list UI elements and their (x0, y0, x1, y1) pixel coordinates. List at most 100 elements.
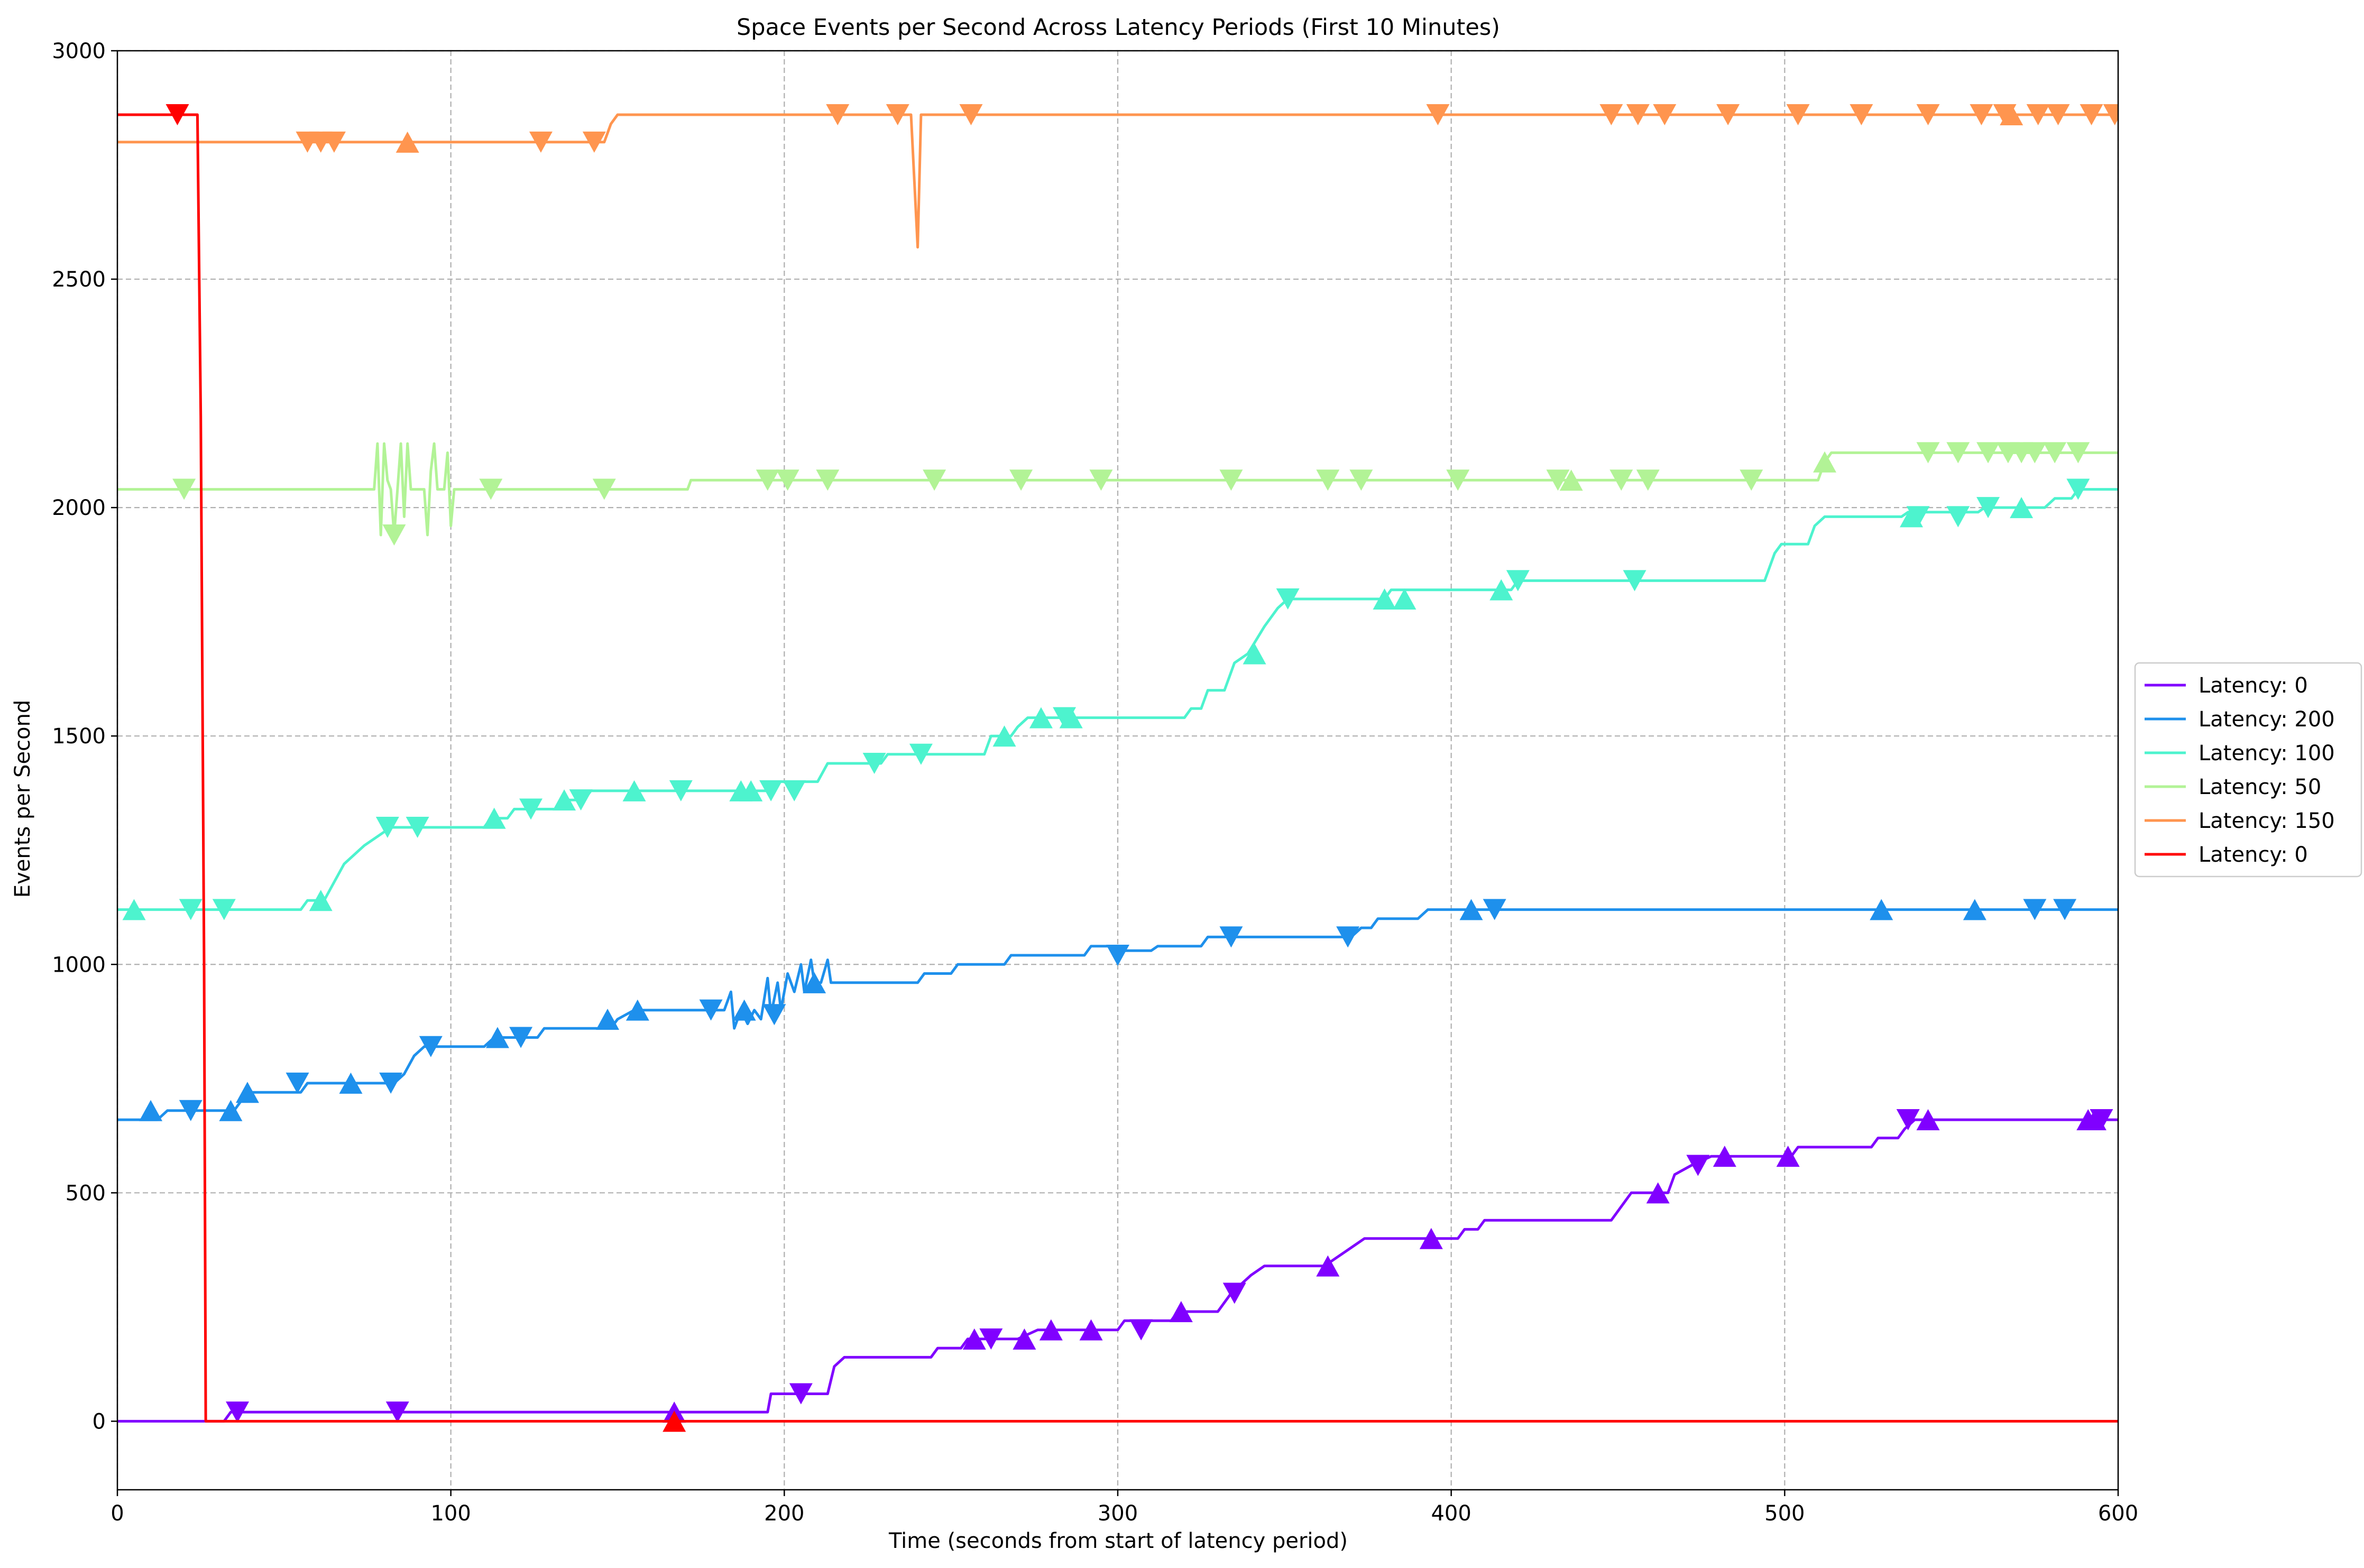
marker-triangle-down (2046, 104, 2070, 125)
marker-triangle-down (322, 131, 346, 153)
legend-entry-label: Latency: 0 (2199, 674, 2308, 698)
y-tick-label: 3000 (52, 39, 106, 63)
marker-triangle-down (923, 469, 946, 491)
marker-triangle-down (1623, 570, 1646, 592)
marker-triangle-down (1219, 926, 1243, 948)
legend-entry-label: Latency: 0 (2199, 843, 2308, 867)
marker-triangle-down (776, 469, 799, 491)
marker-triangle-up (992, 725, 1016, 747)
marker-triangle-down (2026, 104, 2050, 125)
legend: Latency: 0 Latency: 200 Latency: 100 Latenc… (2134, 662, 2362, 878)
marker-triangle-down (519, 798, 543, 820)
marker-triangle-down (382, 524, 406, 546)
marker-triangle-down (1219, 469, 1243, 491)
marker-triangle-down (1053, 707, 1077, 728)
marker-triangle-down (172, 478, 196, 500)
series-2 (117, 478, 2118, 920)
marker-triangle-up (1169, 1300, 1193, 1322)
marker-triangle-up (626, 999, 649, 1021)
x-tick-label: 100 (430, 1501, 471, 1526)
marker-triangle-down (2066, 442, 2090, 464)
axes: 0 100 200 300 400 500 600 0 500 1000 1500 2000 2500 3… (52, 39, 2138, 1526)
marker-triangle-up (1646, 1182, 1670, 1204)
marker-triangle-down (1349, 469, 1373, 491)
marker-triangle-up (596, 1008, 620, 1030)
x-tick-label: 200 (764, 1501, 804, 1526)
series-line (117, 1118, 2118, 1423)
marker-triangle-up (122, 899, 146, 920)
marker-triangle-down (165, 104, 189, 125)
marker-triangle-up (1039, 1319, 1063, 1341)
marker-triangle-down (1976, 497, 2000, 519)
series-3 (117, 442, 2118, 546)
y-tick-label: 2000 (52, 496, 106, 520)
marker-triangle-up (1963, 899, 1986, 920)
marker-triangle-down (529, 131, 553, 153)
marker-triangle-down (669, 780, 693, 801)
marker-triangle-down (959, 104, 983, 125)
y-tick-label: 1000 (52, 953, 106, 977)
marker-triangle-down (816, 469, 840, 491)
marker-triangle-up (309, 890, 333, 911)
marker-triangle-up (339, 1072, 363, 1094)
marker-triangle-up (1316, 1255, 1340, 1277)
marker-triangle-down (1426, 104, 1450, 125)
marker-triangle-down (1599, 104, 1623, 125)
marker-triangle-down (1993, 104, 2017, 125)
x-tick-label: 300 (1098, 1501, 1138, 1526)
x-tick-label: 500 (1764, 1501, 1805, 1526)
x-axis-label: Time (seconds from start of latency peri… (888, 1529, 1348, 1553)
marker-triangle-down (762, 1004, 786, 1026)
marker-triangle-down (909, 743, 933, 765)
marker-triangle-up (1393, 588, 1416, 610)
marker-triangle-down (1946, 442, 1970, 464)
series-line (117, 113, 2118, 249)
series-4 (117, 104, 2118, 249)
marker-triangle-up (622, 780, 646, 801)
marker-triangle-down (826, 104, 850, 125)
marker-triangle-down (886, 104, 909, 125)
marker-triangle-up (1419, 1228, 1443, 1249)
marker-triangle-up (1713, 1146, 1736, 1167)
marker-triangle-down (582, 131, 606, 153)
marker-triangle-up (1813, 451, 1837, 473)
marker-triangle-up (485, 1027, 509, 1048)
marker-triangle-down (179, 1100, 203, 1121)
marker-triangle-down (419, 1036, 443, 1057)
marker-triangle-down (789, 1383, 813, 1405)
legend-entry-label: Latency: 100 (2199, 741, 2335, 765)
marker-triangle-up (803, 972, 826, 993)
marker-triangle-up (1459, 899, 1483, 920)
series-layer (117, 104, 2118, 1432)
marker-triangle-down (479, 478, 503, 500)
marker-triangle-down (569, 789, 593, 811)
marker-triangle-up (1079, 1319, 1103, 1341)
marker-triangle-up (395, 131, 419, 153)
legend-box (2134, 662, 2362, 878)
marker-triangle-down (1916, 104, 1940, 125)
y-tick-label: 1500 (52, 724, 106, 749)
marker-triangle-down (1106, 944, 1129, 966)
marker-triangle-down (592, 478, 616, 500)
chart-title: Space Events per Second Across Latency P… (737, 14, 1500, 41)
marker-triangle-down (1636, 469, 1660, 491)
marker-triangle-down (1546, 469, 1570, 491)
marker-triangle-down (1976, 442, 2000, 464)
marker-triangle-up (1243, 643, 1266, 665)
marker-triangle-up (1870, 899, 1893, 920)
y-axis-label: Events per Second (11, 700, 35, 898)
marker-triangle-down (759, 780, 783, 801)
marker-triangle-up (1373, 588, 1396, 610)
marker-triangle-down (406, 817, 429, 838)
legend-entry-label: Latency: 50 (2199, 775, 2321, 799)
y-tick-label: 2500 (52, 268, 106, 292)
marker-triangle-down (2023, 899, 2047, 920)
marker-triangle-down (1316, 469, 1340, 491)
x-tick-label: 0 (111, 1501, 124, 1526)
marker-triangle-down (1089, 469, 1113, 491)
marker-triangle-down (1716, 104, 1740, 125)
marker-triangle-up (2010, 497, 2034, 519)
marker-triangle-down (1896, 1109, 1920, 1131)
marker-triangle-down (2103, 104, 2118, 125)
